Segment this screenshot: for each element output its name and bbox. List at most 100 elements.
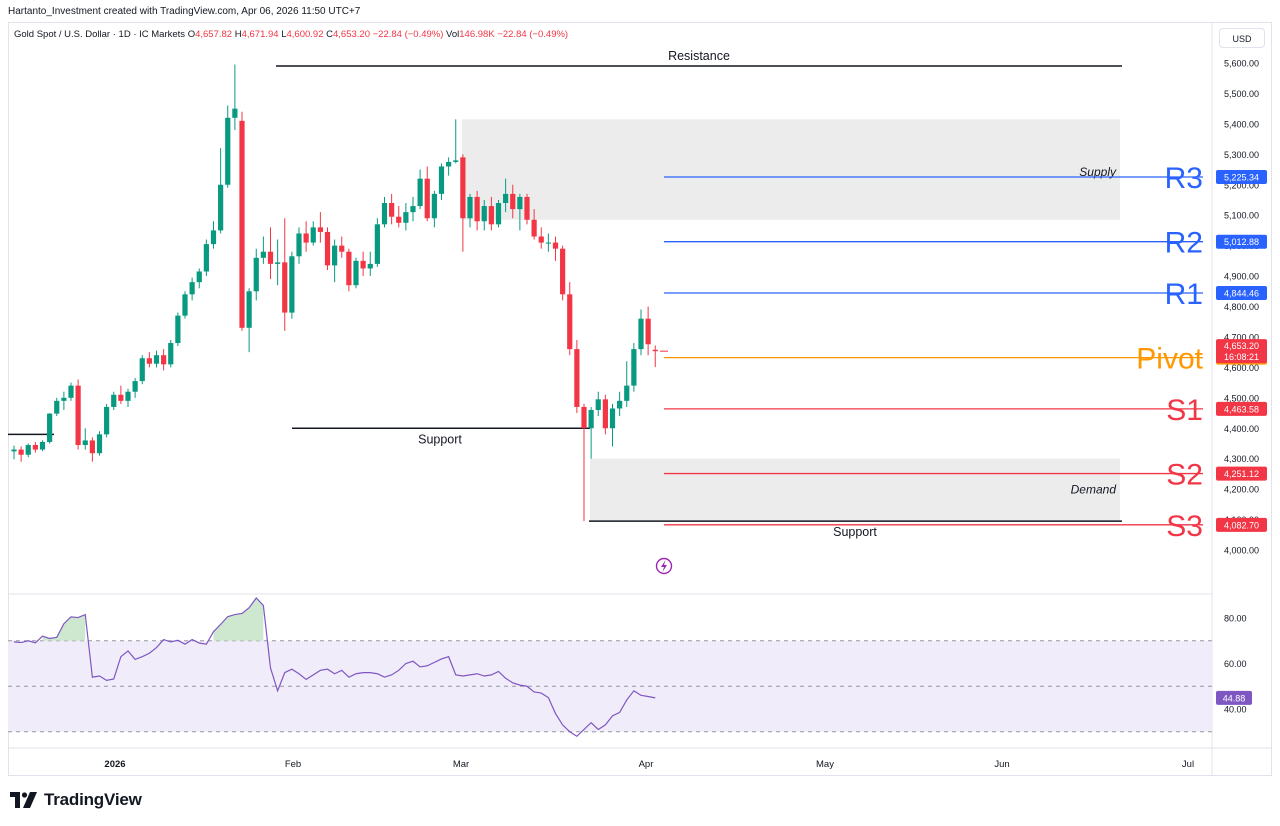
- candle: [54, 397, 60, 417]
- candle-body: [132, 381, 138, 392]
- candle: [438, 163, 445, 200]
- brand-name: TradingView: [44, 790, 142, 809]
- price-tick: 4,900.00: [1224, 272, 1259, 282]
- rsi-tick: 80.00: [1224, 614, 1247, 624]
- candle-body: [524, 196, 530, 220]
- candle-body: [18, 449, 24, 455]
- rsi-overbought-fill: [42, 614, 86, 641]
- candle: [161, 349, 167, 371]
- candle-body: [346, 251, 352, 286]
- candle: [39, 440, 46, 452]
- symbol-title[interactable]: Gold Spot / U.S. Dollar · 1D · IC Market…: [14, 29, 186, 40]
- candle-body: [374, 224, 380, 264]
- volume-label: Vol: [446, 29, 460, 40]
- candle: [609, 403, 616, 447]
- candle: [153, 350, 160, 368]
- candle-body: [574, 349, 580, 407]
- candle-body: [196, 271, 202, 283]
- candle: [47, 413, 53, 444]
- candle: [389, 193, 395, 225]
- candle-body: [303, 233, 309, 243]
- candle-body: [588, 409, 594, 429]
- candle-body: [260, 251, 266, 258]
- candle: [267, 227, 274, 280]
- candle-body: [503, 193, 509, 204]
- candle-body: [488, 206, 494, 225]
- price-change: −22.84 (−0.49%): [372, 29, 444, 40]
- candle-body: [638, 318, 644, 350]
- time-tick: Mar: [453, 759, 469, 770]
- candle-body: [89, 440, 95, 454]
- candle-body: [595, 399, 601, 410]
- candle-body: [289, 256, 295, 313]
- candle: [552, 236, 559, 261]
- time-tick: Apr: [639, 759, 654, 770]
- candle: [339, 236, 345, 258]
- candle: [11, 445, 17, 460]
- tradingview-brand[interactable]: TradingView: [10, 790, 142, 810]
- time-tick: 2026: [104, 759, 125, 770]
- candle: [282, 218, 288, 331]
- candle-body: [474, 196, 480, 222]
- candle-body: [624, 385, 630, 401]
- candle: [381, 196, 388, 228]
- candle: [488, 196, 494, 231]
- candle: [104, 403, 110, 438]
- time-tick: Jun: [994, 759, 1009, 770]
- candle: [467, 193, 473, 228]
- candle: [374, 218, 380, 267]
- high-value: 4,671.94: [241, 29, 279, 40]
- candle-body: [68, 385, 74, 398]
- candle-body: [446, 161, 452, 167]
- candle-body: [602, 399, 608, 429]
- candle: [175, 312, 181, 347]
- close-label: C: [326, 29, 333, 40]
- time-axis-layer: 2026 Feb Mar Apr May Jun Jul: [104, 759, 1194, 770]
- candle: [460, 154, 466, 252]
- candle: [332, 239, 338, 283]
- candle: [410, 196, 416, 222]
- current-price-value: 4,653.20: [1224, 341, 1259, 351]
- candle-body: [495, 203, 502, 225]
- candle: [574, 339, 580, 414]
- candle-body: [82, 440, 88, 445]
- level-label-r3: R3: [1165, 162, 1203, 195]
- volume-change: −22.84 (−0.49%): [497, 29, 569, 40]
- candle-body: [125, 391, 131, 401]
- high-label: H: [234, 29, 242, 40]
- candle: [538, 227, 544, 249]
- candle-body: [645, 318, 651, 345]
- pivot-levels-layer: R3 R2 R1 Pivot S1 S2 S3: [664, 162, 1204, 543]
- candle-body: [239, 120, 245, 328]
- candle-body: [161, 355, 167, 365]
- candle: [182, 291, 188, 319]
- candle-body: [246, 291, 252, 328]
- rsi-value: 44.88: [1223, 693, 1246, 703]
- candle: [446, 157, 452, 176]
- support-label-2: Support: [833, 525, 877, 539]
- candle: [203, 239, 209, 277]
- candle: [246, 288, 252, 353]
- candle: [239, 111, 245, 331]
- candle-body: [54, 400, 60, 414]
- currency-button[interactable]: USD: [1219, 28, 1265, 48]
- candle: [139, 355, 145, 385]
- level-price-value: 5,225.34: [1224, 173, 1259, 183]
- tradingview-logo-icon: [10, 792, 37, 808]
- candle-body: [332, 245, 338, 266]
- candle-body: [609, 408, 616, 429]
- candle-body: [410, 206, 416, 213]
- candle-body: [353, 260, 359, 286]
- candle-body: [367, 263, 373, 269]
- rsi-line: [13, 597, 656, 738]
- candle-body: [203, 244, 209, 272]
- time-tick: Feb: [285, 759, 301, 770]
- candle-body: [560, 248, 566, 295]
- candle-body: [282, 262, 288, 313]
- lightning-event-icon[interactable]: [655, 557, 673, 575]
- candle-body: [417, 178, 423, 207]
- price-tick: 5,100.00: [1224, 211, 1259, 221]
- candle-body: [61, 397, 67, 401]
- candle: [18, 446, 24, 462]
